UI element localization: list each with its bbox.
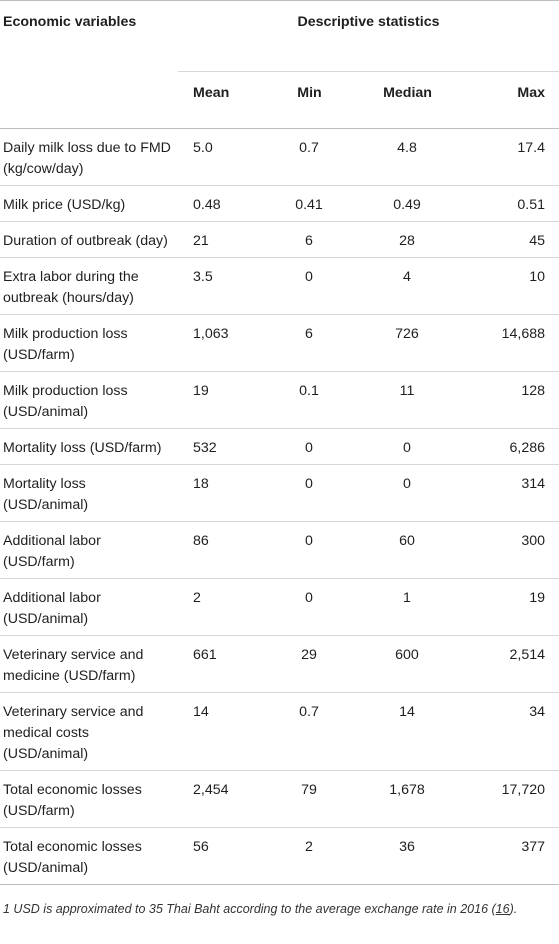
- min-value: 0: [273, 464, 345, 522]
- max-value: 314: [469, 464, 559, 522]
- footnote-text-end: ).: [509, 902, 518, 916]
- median-value: 1,678: [345, 770, 469, 828]
- table-row: Additional labor (USD/animal) 2 0 1 19: [0, 578, 559, 636]
- table-row: Veterinary service and medical costs (US…: [0, 692, 559, 771]
- table-body: Daily milk loss due to FMD (kg/cow/day) 5…: [0, 128, 559, 885]
- max-value: 17,720: [469, 770, 559, 828]
- max-value: 0.51: [469, 185, 559, 222]
- variable-label: Daily milk loss due to FMD (kg/cow/day): [0, 128, 178, 186]
- variable-label: Milk production loss (USD/animal): [0, 371, 178, 429]
- max-value: 2,514: [469, 635, 559, 693]
- mean-value: 56: [178, 827, 273, 885]
- max-value: 128: [469, 371, 559, 429]
- footnote-reference-link[interactable]: 16: [495, 902, 510, 916]
- variable-label: Veterinary service and medicine (USD/far…: [0, 635, 178, 693]
- mean-value: 2,454: [178, 770, 273, 828]
- descriptive-statistics-header: Descriptive statistics: [178, 0, 559, 72]
- max-value: 34: [469, 692, 559, 771]
- table-row: Mortality loss (USD/farm) 532 0 0 6,286: [0, 428, 559, 465]
- variable-label: Extra labor during the outbreak (hours/d…: [0, 257, 178, 315]
- mean-value: 86: [178, 521, 273, 579]
- max-value: 300: [469, 521, 559, 579]
- table-row: Veterinary service and medicine (USD/far…: [0, 635, 559, 693]
- min-value: 0.41: [273, 185, 345, 222]
- median-value: 0: [345, 428, 469, 465]
- column-header-min: Min: [273, 71, 345, 129]
- min-value: 0.7: [273, 128, 345, 186]
- header-row-top: Economic variables Descriptive statistic…: [0, 0, 559, 129]
- min-value: 2: [273, 827, 345, 885]
- median-value: 0: [345, 464, 469, 522]
- max-value: 45: [469, 221, 559, 258]
- max-value: 6,286: [469, 428, 559, 465]
- max-value: 17.4: [469, 128, 559, 186]
- median-value: 14: [345, 692, 469, 771]
- footnote-text: 1 USD is approximated to 35 Thai Baht ac…: [3, 902, 496, 916]
- variable-label: Milk price (USD/kg): [0, 185, 178, 222]
- min-value: 0: [273, 428, 345, 465]
- min-value: 29: [273, 635, 345, 693]
- min-value: 0.1: [273, 371, 345, 429]
- variable-label: Additional labor (USD/farm): [0, 521, 178, 579]
- column-header-median: Median: [345, 71, 469, 129]
- variable-label: Duration of outbreak (day): [0, 221, 178, 258]
- median-value: 726: [345, 314, 469, 372]
- median-value: 0.49: [345, 185, 469, 222]
- min-value: 79: [273, 770, 345, 828]
- column-header-mean: Mean: [178, 71, 273, 129]
- mean-value: 3.5: [178, 257, 273, 315]
- variable-label: Mortality loss (USD/animal): [0, 464, 178, 522]
- mean-value: 5.0: [178, 128, 273, 186]
- median-value: 600: [345, 635, 469, 693]
- median-value: 4: [345, 257, 469, 315]
- table-row: Mortality loss (USD/animal) 18 0 0 314: [0, 464, 559, 522]
- mean-value: 0.48: [178, 185, 273, 222]
- mean-value: 14: [178, 692, 273, 771]
- max-value: 19: [469, 578, 559, 636]
- median-value: 4.8: [345, 128, 469, 186]
- economic-variables-header: Economic variables: [0, 0, 178, 129]
- table-row: Additional labor (USD/farm) 86 0 60 300: [0, 521, 559, 579]
- variable-label: Milk production loss (USD/farm): [0, 314, 178, 372]
- mean-value: 18: [178, 464, 273, 522]
- variable-label: Veterinary service and medical costs (US…: [0, 692, 178, 771]
- table-row: Daily milk loss due to FMD (kg/cow/day) 5…: [0, 128, 559, 186]
- min-value: 0: [273, 578, 345, 636]
- mean-value: 2: [178, 578, 273, 636]
- mean-value: 21: [178, 221, 273, 258]
- column-header-max: Max: [469, 71, 559, 129]
- median-value: 28: [345, 221, 469, 258]
- mean-value: 661: [178, 635, 273, 693]
- variable-label: Total economic losses (USD/farm): [0, 770, 178, 828]
- table-row: Milk production loss (USD/farm) 1,063 6 726…: [0, 314, 559, 372]
- max-value: 377: [469, 827, 559, 885]
- table-row: Duration of outbreak (day) 21 6 28 45: [0, 221, 559, 258]
- min-value: 6: [273, 221, 345, 258]
- variable-label: Total economic losses (USD/animal): [0, 827, 178, 885]
- min-value: 0.7: [273, 692, 345, 771]
- table-row: Total economic losses (USD/animal) 56 2 36 3…: [0, 827, 559, 885]
- mean-value: 19: [178, 371, 273, 429]
- mean-value: 1,063: [178, 314, 273, 372]
- median-value: 60: [345, 521, 469, 579]
- variable-label: Additional labor (USD/animal): [0, 578, 178, 636]
- table-footnote: 1 USD is approximated to 35 Thai Baht ac…: [3, 899, 548, 919]
- variable-label: Mortality loss (USD/farm): [0, 428, 178, 465]
- table-row: Extra labor during the outbreak (hours/d…: [0, 257, 559, 315]
- max-value: 10: [469, 257, 559, 315]
- table-row: Milk production loss (USD/animal) 19 0.1 11…: [0, 371, 559, 429]
- table-row: Total economic losses (USD/farm) 2,454 79 1…: [0, 770, 559, 828]
- min-value: 6: [273, 314, 345, 372]
- median-value: 1: [345, 578, 469, 636]
- min-value: 0: [273, 257, 345, 315]
- header-row-columns: Mean Min Median Max: [0, 71, 559, 129]
- max-value: 14,688: [469, 314, 559, 372]
- median-value: 36: [345, 827, 469, 885]
- min-value: 0: [273, 521, 345, 579]
- median-value: 11: [345, 371, 469, 429]
- table-row: Milk price (USD/kg) 0.48 0.41 0.49 0.51: [0, 185, 559, 222]
- mean-value: 532: [178, 428, 273, 465]
- descriptive-statistics-table: Economic variables Descriptive statistic…: [0, 0, 559, 885]
